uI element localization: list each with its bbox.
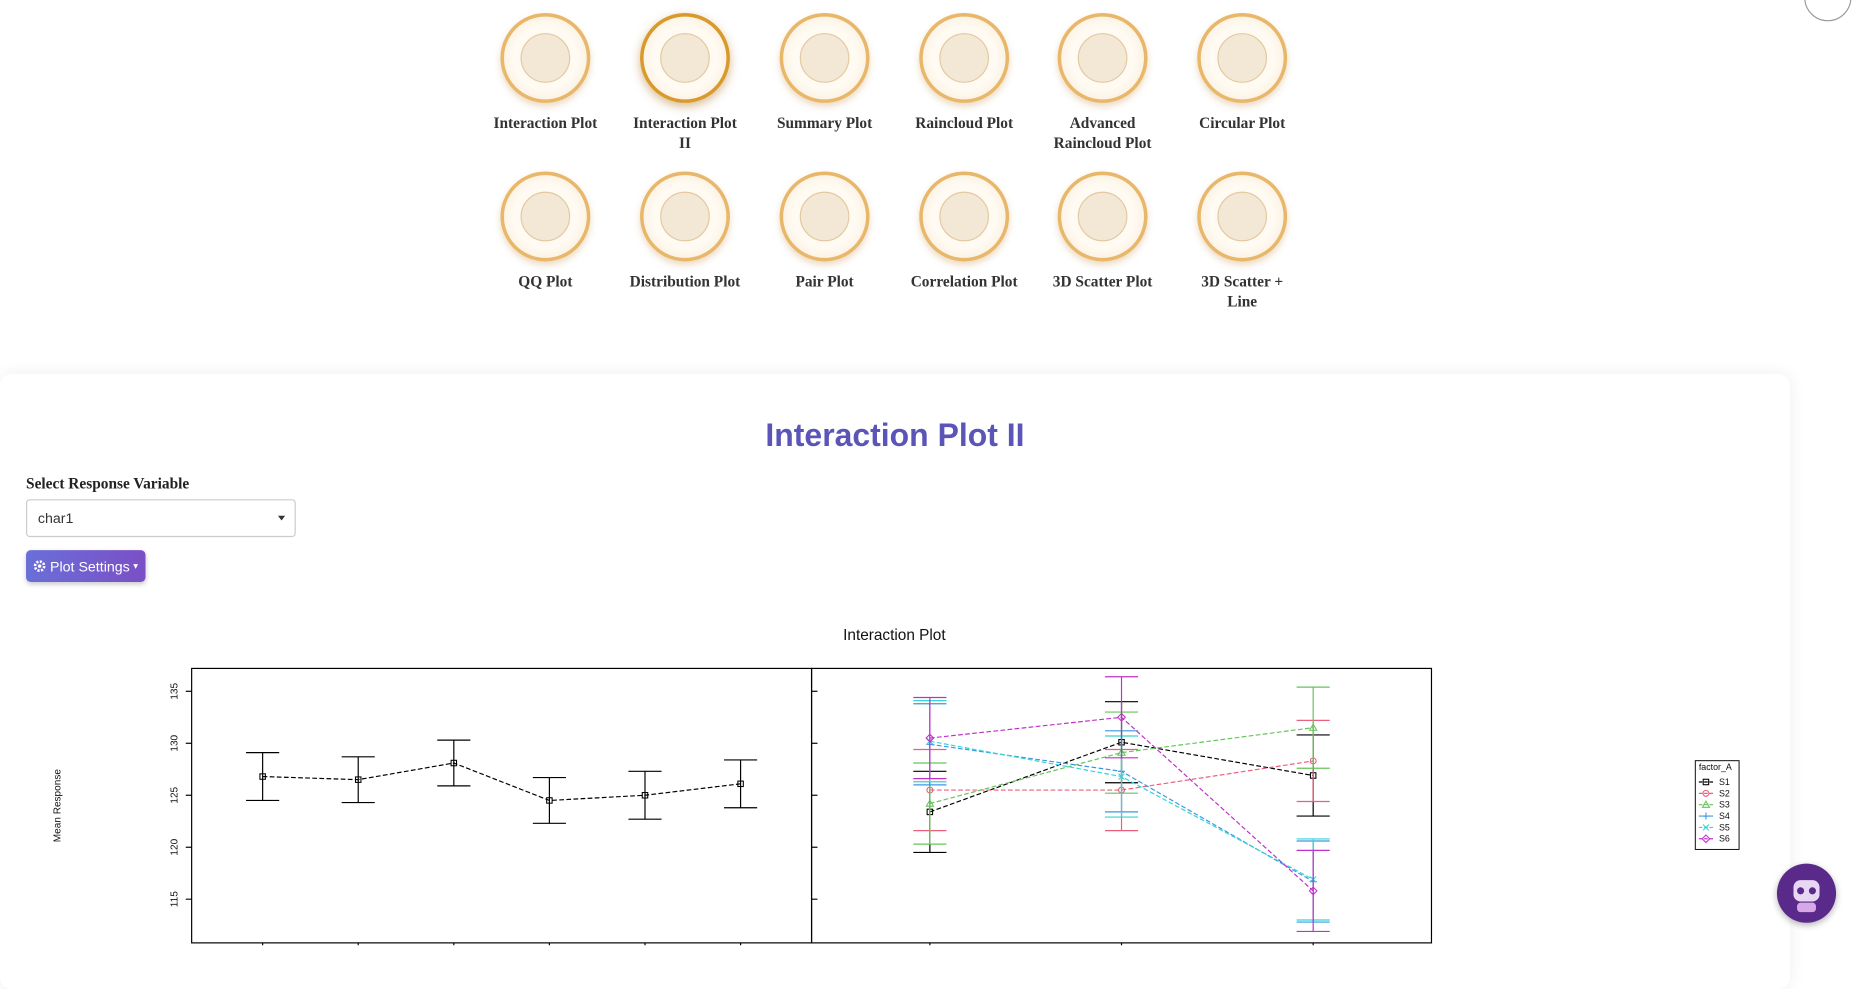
nav-item[interactable]: 3D Scatter Plot xyxy=(1033,171,1173,291)
nav-item[interactable]: Summary Plot xyxy=(755,13,895,132)
nav-label: Circular Plot xyxy=(1199,113,1286,132)
nav-item[interactable]: Interaction Plot II xyxy=(615,13,755,153)
stage: Interaction Plot Interaction Plot II Summa… xyxy=(26,0,1852,946)
icon-art xyxy=(660,33,710,83)
icon-art xyxy=(1217,191,1268,242)
nav-item[interactable]: Circular Plot xyxy=(1172,13,1312,132)
nav-label: Interaction Plot II xyxy=(633,113,737,152)
nav-icon xyxy=(640,13,730,103)
nav-label: Summary Plot xyxy=(776,113,873,132)
icon-art xyxy=(520,191,571,242)
nav-item[interactable]: Distribution Plot xyxy=(615,171,755,291)
select-caret xyxy=(278,515,286,521)
icon-art xyxy=(520,33,571,83)
nav-icon xyxy=(640,171,730,262)
nav-label: Advanced Raincloud Plot xyxy=(1053,113,1152,152)
nav-item[interactable]: Pair Plot xyxy=(755,171,895,291)
scroll-top-button[interactable] xyxy=(1804,0,1852,22)
nav-label: 3D Scatter Plot xyxy=(1052,272,1153,290)
page: {"nav": ["Interaction Plot", "Interactio… xyxy=(26,0,1852,946)
icon-art xyxy=(799,33,850,83)
nav-item[interactable]: Correlation Plot xyxy=(894,171,1034,291)
icon-art xyxy=(1217,33,1268,83)
page-title: Interaction Plot II xyxy=(765,417,1025,454)
nav-label: Raincloud Plot xyxy=(915,113,1014,132)
nav-icon xyxy=(500,171,591,262)
nav-label: Correlation Plot xyxy=(910,272,1018,290)
icon-art xyxy=(1077,191,1128,242)
icon-art xyxy=(660,191,710,242)
nav-label: Interaction Plot xyxy=(493,113,598,132)
bot-icon xyxy=(1793,880,1820,913)
nav-item[interactable]: Interaction Plot xyxy=(476,13,616,132)
nav-item[interactable]: Advanced Raincloud Plot xyxy=(1033,13,1173,153)
icon-art xyxy=(939,191,990,242)
caret: ▾ xyxy=(133,560,139,572)
nav-label: Distribution Plot xyxy=(629,272,741,290)
assistant-bot[interactable] xyxy=(1776,863,1837,923)
select-value: char1 xyxy=(37,509,74,527)
plot-settings-button[interactable]: Plot Settings ▾ xyxy=(26,550,146,583)
nav-icon xyxy=(500,13,591,103)
icon-art xyxy=(939,33,990,83)
response-select[interactable]: char1 xyxy=(26,499,296,538)
nav-label: Pair Plot xyxy=(795,272,854,290)
button-label: Plot Settings xyxy=(50,557,130,575)
nav-icon xyxy=(1197,171,1288,262)
nav-icon xyxy=(919,13,1010,103)
nav-item[interactable]: Raincloud Plot xyxy=(894,13,1034,132)
nav-icon xyxy=(1057,13,1148,103)
nav-icon xyxy=(1197,13,1288,103)
nav-item[interactable]: 3D Scatter + Line xyxy=(1172,171,1312,312)
nav-icon xyxy=(779,13,870,103)
icon-art xyxy=(1077,33,1128,83)
icon-art xyxy=(799,191,850,242)
select-label: Select Response Variable xyxy=(26,474,190,493)
nav-item[interactable]: QQ Plot xyxy=(476,171,616,291)
nav-icon xyxy=(1057,171,1148,262)
plot-card xyxy=(0,373,1790,989)
nav-icon xyxy=(779,171,870,262)
nav-label: 3D Scatter + Line xyxy=(1201,272,1284,310)
nav-icon xyxy=(919,171,1010,262)
gear-icon xyxy=(34,560,46,572)
nav-label: QQ Plot xyxy=(518,272,573,290)
